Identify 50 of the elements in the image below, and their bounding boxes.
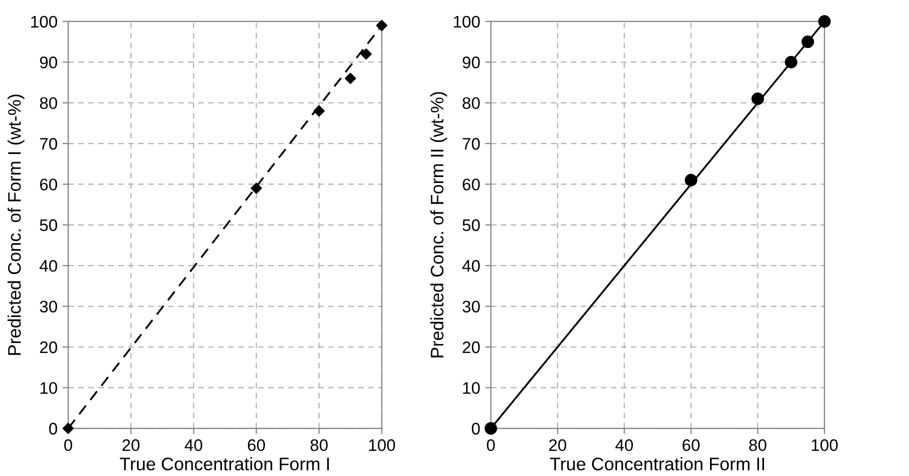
point <box>751 92 764 105</box>
y-tick-label: 30 <box>462 300 480 313</box>
x-axis-title: True Concentration Form I <box>120 457 329 470</box>
y-tick-label: 10 <box>40 382 58 394</box>
x-tick-label: 40 <box>615 439 633 452</box>
y-tick-label: 90 <box>40 56 58 68</box>
point <box>344 72 356 84</box>
x-tick-label: 60 <box>248 439 265 452</box>
x-axis-title: True Concentration Form II <box>550 457 764 470</box>
point <box>313 105 325 117</box>
y-tick-label: 80 <box>462 97 480 110</box>
y-tick-label: 80 <box>40 97 58 110</box>
y-tick-label: 0 <box>49 422 58 435</box>
x-tick-label: 0 <box>486 439 495 452</box>
point <box>376 20 388 32</box>
point <box>62 422 74 434</box>
y-tick-label: 60 <box>462 178 480 190</box>
point <box>484 422 498 435</box>
y-tick-label: 60 <box>40 178 58 190</box>
y-tick-label: 100 <box>454 16 480 28</box>
x-tick-label: 20 <box>122 439 140 452</box>
y-tick-label: 50 <box>462 219 480 232</box>
y-axis-title: Predicted Conc. of Form II (wt-%) <box>430 92 448 358</box>
y-axis-title: Predicted Conc. of Form I (wt-%) <box>8 94 24 355</box>
point <box>818 15 831 28</box>
point <box>250 182 262 194</box>
y-tick-label: 30 <box>40 300 58 313</box>
point <box>784 56 798 68</box>
y-tick-label: 20 <box>462 341 480 354</box>
y-tick-label: 50 <box>40 219 58 232</box>
x-tick-label: 100 <box>812 439 838 452</box>
y-tick-label: 40 <box>40 260 58 272</box>
x-tick-label: 20 <box>549 439 566 452</box>
point <box>802 36 814 48</box>
x-tick-label: 100 <box>369 439 396 452</box>
y-tick-label: 90 <box>462 56 480 68</box>
x-tick-label: 60 <box>682 439 700 452</box>
point <box>684 174 698 186</box>
x-tick-label: 0 <box>64 439 72 452</box>
x-tick-label: 80 <box>749 439 766 452</box>
y-tick-label: 20 <box>40 341 58 354</box>
y-tick-label: 100 <box>31 16 58 28</box>
y-tick-label: 0 <box>472 422 480 435</box>
y-tick-label: 40 <box>462 260 480 272</box>
x-tick-label: 40 <box>184 439 202 452</box>
y-tick-label: 70 <box>462 138 480 150</box>
x-tick-label: 80 <box>310 439 328 452</box>
point <box>360 48 372 60</box>
y-tick-label: 10 <box>463 382 480 394</box>
y-tick-label: 70 <box>40 138 58 150</box>
